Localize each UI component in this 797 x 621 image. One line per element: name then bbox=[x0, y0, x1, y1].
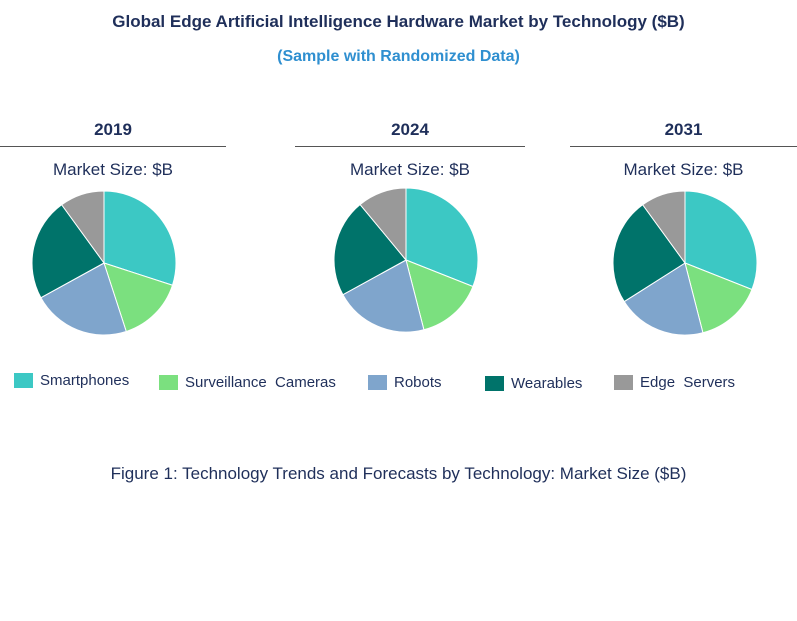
pie-slice-smartphones bbox=[684, 190, 758, 291]
pie-chart bbox=[333, 187, 479, 333]
pie-slice-smartphones bbox=[103, 190, 177, 286]
legend-label: Edge Servers bbox=[640, 374, 736, 391]
legend-item-surveillance-cameras: Surveillance Cameras bbox=[159, 374, 336, 391]
pie-slice-smartphones bbox=[405, 187, 479, 288]
pie-slice-wearables bbox=[612, 204, 686, 303]
legend-label: Robots bbox=[394, 374, 442, 391]
panel-market-size-label: Market Size: $B bbox=[623, 160, 744, 179]
legend-swatch bbox=[368, 375, 387, 390]
chart-subtitle: (Sample with Randomized Data) bbox=[277, 48, 520, 65]
pie-slice-robots bbox=[342, 259, 425, 333]
pie-chart bbox=[612, 190, 758, 336]
legend-label: Wearables bbox=[511, 375, 583, 392]
pie-slice-wearables bbox=[333, 203, 407, 296]
legend-item-wearables: Wearables bbox=[485, 375, 582, 392]
pie-slice-surveillance-cameras bbox=[405, 259, 474, 331]
pie-slice-edge-servers bbox=[641, 190, 686, 265]
legend-item-robots: Robots bbox=[368, 374, 442, 391]
pie-panel-2031: 2031 Market Size: $B bbox=[570, 118, 797, 336]
legend-swatch bbox=[159, 375, 178, 390]
panel-market-size-label: Market Size: $B bbox=[350, 160, 470, 179]
panel-market-size-label: Market Size: $B bbox=[53, 160, 173, 179]
pie-panel-2024: 2024 Market Size: $B bbox=[295, 118, 525, 333]
legend-swatch bbox=[485, 376, 504, 391]
panel-year: 2031 bbox=[570, 118, 797, 147]
chart-title: Global Edge Artificial Intelligence Hard… bbox=[112, 12, 685, 31]
figure-caption: Figure 1: Technology Trends and Forecast… bbox=[110, 464, 687, 483]
pie-slice-edge-servers bbox=[359, 187, 407, 262]
legend-swatch bbox=[14, 373, 33, 388]
pie-slice-robots bbox=[40, 262, 127, 336]
pie-panel-2019: 2019 Market Size: $B bbox=[0, 118, 226, 336]
legend-label: Smartphones bbox=[40, 372, 130, 389]
pie-chart bbox=[31, 190, 177, 336]
panel-year: 2024 bbox=[295, 118, 525, 147]
legend-item-smartphones: Smartphones bbox=[14, 372, 129, 389]
pie-slice-surveillance-cameras bbox=[684, 262, 753, 334]
panel-year: 2019 bbox=[0, 118, 226, 147]
pie-slice-robots bbox=[623, 262, 704, 336]
legend-item-edge-servers: Edge Servers bbox=[614, 374, 735, 391]
legend-label: Surveillance Cameras bbox=[185, 374, 336, 391]
pie-slice-edge-servers bbox=[60, 190, 105, 265]
legend-swatch bbox=[614, 375, 633, 390]
pie-slice-wearables bbox=[31, 204, 105, 299]
